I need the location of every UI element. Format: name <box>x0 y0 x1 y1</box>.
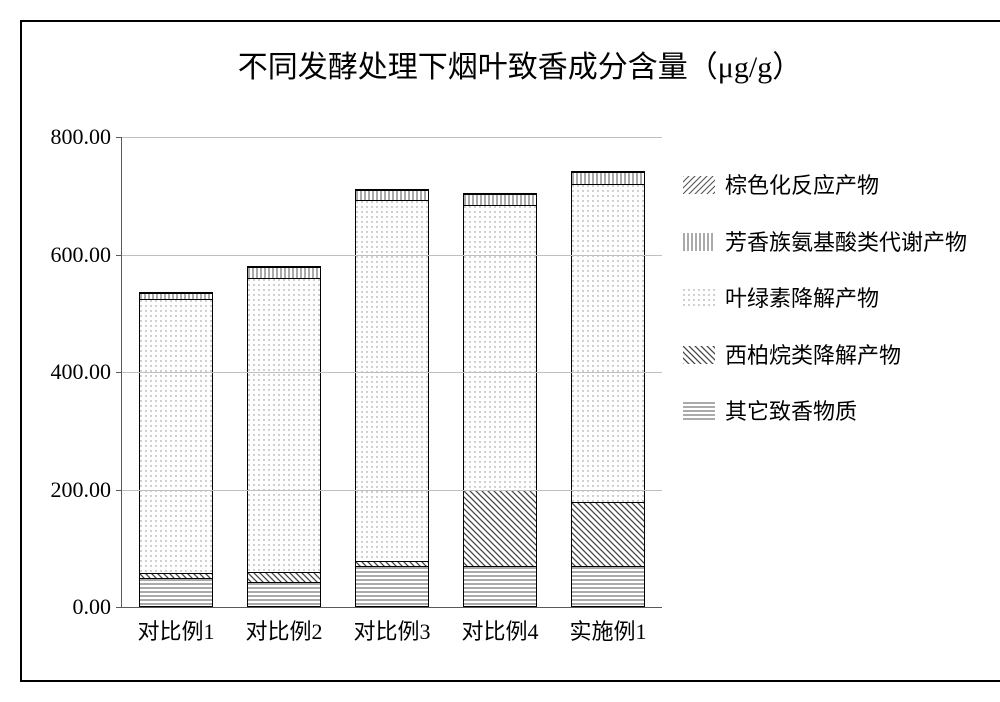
y-tick <box>116 372 122 373</box>
bar-segment-s3 <box>463 205 536 490</box>
legend-item: 西柏烷类降解产物 <box>683 342 993 371</box>
legend-label: 棕色化反应产物 <box>725 172 879 201</box>
x-axis-line <box>121 607 662 608</box>
stacked-bar <box>247 266 320 607</box>
legend-swatch <box>683 233 715 251</box>
bar-segment-s5 <box>139 578 212 607</box>
y-tick-label: 400.00 <box>51 359 112 385</box>
y-tick-label: 0.00 <box>73 594 112 620</box>
bar-segment-s2 <box>463 194 536 205</box>
x-tick-label: 对比例2 <box>230 614 338 646</box>
legend: 棕色化反应产物芳香族氨基酸类代谢产物叶绿素降解产物西柏烷类降解产物其它致香物质 <box>683 172 993 455</box>
legend-item: 棕色化反应产物 <box>683 172 993 201</box>
gridline <box>122 255 662 256</box>
y-tick <box>116 137 122 138</box>
y-tick-label: 800.00 <box>51 124 112 150</box>
legend-item: 其它致香物质 <box>683 398 993 427</box>
chart-container: 不同发酵处理下烟叶致香成分含量（μg/g） 0.00 200.00 400.00 60… <box>20 20 1000 682</box>
x-axis-labels: 对比例1对比例2对比例3对比例4实施例1 <box>122 614 662 646</box>
chart-title: 不同发酵处理下烟叶致香成分含量（μg/g） <box>22 42 1000 86</box>
x-tick-label: 实施例1 <box>554 614 662 646</box>
y-tick <box>116 607 122 608</box>
legend-label: 其它致香物质 <box>725 398 857 427</box>
y-axis-labels: 0.00200.00400.00600.00800.00 <box>22 137 117 607</box>
gridline <box>122 137 662 138</box>
x-tick-label: 对比例1 <box>122 614 230 646</box>
bar-segment-s3 <box>571 184 644 502</box>
bar-segment-s3 <box>247 278 320 572</box>
legend-item: 叶绿素降解产物 <box>683 285 993 314</box>
bar-segment-s2 <box>247 267 320 278</box>
legend-swatch <box>683 402 715 420</box>
bar-segment-s4 <box>463 490 536 566</box>
stacked-bar <box>139 292 212 607</box>
bar-group <box>247 266 320 607</box>
bar-group <box>139 292 212 607</box>
legend-swatch <box>683 346 715 364</box>
plot-area <box>122 137 662 607</box>
bar-segment-s4 <box>571 502 644 565</box>
legend-label: 芳香族氨基酸类代谢产物 <box>725 229 967 258</box>
bar-segment-s4 <box>247 572 320 583</box>
bar-segment-s5 <box>571 566 644 607</box>
bar-segment-s5 <box>463 566 536 607</box>
bar-segment-s5 <box>355 566 428 607</box>
bar-group <box>355 189 428 607</box>
y-tick-label: 200.00 <box>51 477 112 503</box>
legend-label: 西柏烷类降解产物 <box>725 342 901 371</box>
gridline <box>122 490 662 491</box>
bar-group <box>571 171 644 607</box>
legend-swatch <box>683 289 715 307</box>
y-tick <box>116 490 122 491</box>
x-tick-label: 对比例4 <box>446 614 554 646</box>
gridline <box>122 372 662 373</box>
bar-segment-s3 <box>139 299 212 573</box>
bar-segment-s2 <box>355 190 428 201</box>
legend-label: 叶绿素降解产物 <box>725 285 879 314</box>
legend-swatch <box>683 176 715 194</box>
bar-segment-s5 <box>247 582 320 607</box>
bar-segment-s2 <box>571 172 644 184</box>
stacked-bar <box>355 189 428 607</box>
y-tick-label: 600.00 <box>51 242 112 268</box>
y-tick <box>116 255 122 256</box>
x-tick-label: 对比例3 <box>338 614 446 646</box>
legend-item: 芳香族氨基酸类代谢产物 <box>683 229 993 258</box>
stacked-bar <box>571 171 644 607</box>
